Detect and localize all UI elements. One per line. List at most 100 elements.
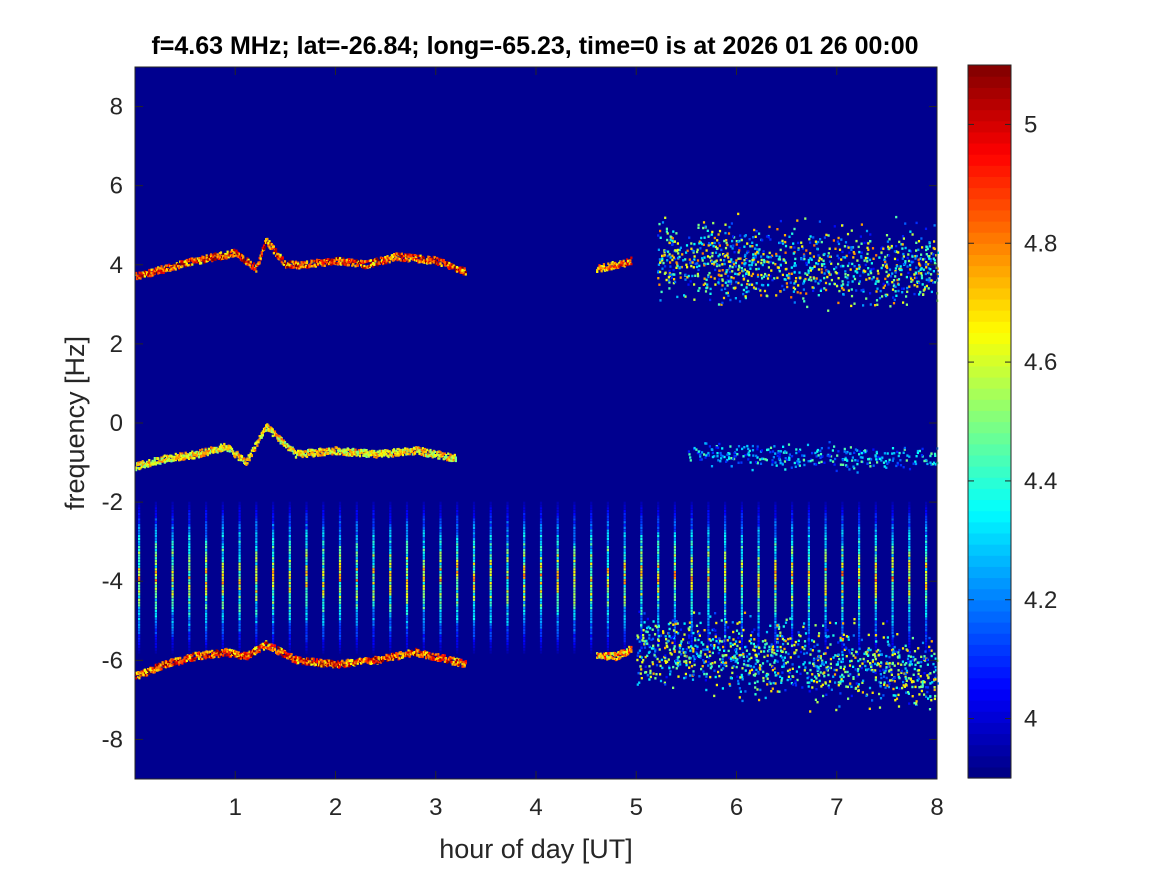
heatmap-cell	[707, 275, 710, 279]
heatmap-cell	[740, 543, 743, 546]
heatmap-cell	[824, 623, 827, 626]
heatmap-cell	[691, 624, 694, 627]
heatmap-cell	[456, 515, 459, 518]
heatmap-cell	[888, 670, 891, 673]
heatmap-cell	[456, 601, 459, 604]
heatmap-cell	[908, 501, 911, 505]
heatmap-cell	[338, 551, 342, 554]
heatmap-cell	[556, 510, 559, 513]
heatmap-cell	[439, 518, 442, 521]
heatmap-cell	[784, 240, 787, 244]
heatmap-cell	[590, 557, 593, 560]
heatmap-cell	[717, 646, 720, 649]
heatmap-cell	[523, 523, 526, 527]
heatmap-cell	[891, 501, 894, 505]
heatmap-cell	[784, 244, 788, 248]
heatmap-cell	[657, 568, 660, 571]
heatmap-cell	[723, 262, 726, 266]
heatmap-cell	[832, 239, 835, 242]
heatmap-cell	[405, 618, 409, 621]
heatmap-cell	[154, 615, 157, 618]
heatmap-cell	[523, 601, 526, 604]
heatmap-cell	[221, 523, 224, 527]
heatmap-cell	[791, 501, 794, 505]
heatmap-cell	[721, 284, 724, 287]
heatmap-cell	[322, 512, 325, 516]
heatmap-cell	[767, 266, 770, 269]
heatmap-cell	[933, 461, 936, 464]
heatmap-cell	[757, 582, 760, 585]
heatmap-cell	[355, 629, 358, 632]
heatmap-cell	[724, 231, 727, 235]
heatmap-cell	[690, 537, 693, 541]
heatmap-cell	[905, 295, 908, 298]
heatmap-cell	[188, 551, 191, 554]
heatmap-cell	[874, 604, 877, 607]
heatmap-cell	[456, 604, 459, 607]
heatmap-cell	[774, 512, 777, 516]
heatmap-cell	[927, 271, 930, 275]
heatmap-cell	[923, 693, 926, 696]
heatmap-cell	[288, 645, 291, 649]
heatmap-cell	[788, 274, 791, 277]
heatmap-cell	[815, 277, 818, 280]
heatmap-cell	[672, 665, 675, 669]
heatmap-cell	[188, 570, 191, 574]
heatmap-cell	[722, 645, 725, 649]
heatmap-cell	[891, 573, 894, 577]
heatmap-cell	[205, 573, 208, 577]
heatmap-cell	[858, 546, 861, 549]
heatmap-cell	[138, 645, 141, 649]
heatmap-cell	[772, 261, 775, 265]
heatmap-cell	[773, 667, 776, 670]
heatmap-cell	[810, 258, 813, 261]
heatmap-cell	[891, 507, 894, 510]
heatmap-cell	[556, 629, 559, 632]
heatmap-cell	[807, 609, 810, 613]
heatmap-cell	[821, 659, 824, 662]
heatmap-cell	[305, 570, 308, 574]
heatmap-cell	[791, 615, 794, 618]
heatmap-cell	[837, 661, 840, 664]
heatmap-cell	[439, 551, 442, 554]
heatmap-cell	[891, 612, 894, 615]
heatmap-cell	[724, 604, 727, 607]
heatmap-cell	[803, 279, 806, 282]
heatmap-cell	[372, 562, 375, 565]
heatmap-cell	[489, 510, 492, 513]
heatmap-cell	[138, 640, 141, 643]
heatmap-cell	[934, 666, 937, 669]
heatmap-cell	[783, 656, 786, 659]
heatmap-cell	[833, 673, 837, 676]
heatmap-cell	[740, 532, 743, 535]
heatmap-cell	[606, 631, 609, 635]
heatmap-cell	[777, 258, 780, 261]
heatmap-cell	[623, 629, 626, 632]
heatmap-cell	[154, 537, 157, 541]
heatmap-cell	[322, 579, 325, 582]
heatmap-cell	[734, 272, 737, 275]
heatmap-cell	[816, 668, 819, 671]
heatmap-cell	[866, 650, 869, 653]
heatmap-cell	[523, 534, 526, 538]
heatmap-cell	[808, 238, 811, 241]
heatmap-cell	[925, 631, 928, 635]
heatmap-cell	[858, 534, 861, 538]
heatmap-cell	[640, 510, 643, 513]
heatmap-cell	[711, 651, 714, 655]
heatmap-cell	[272, 521, 275, 524]
heatmap-cell	[606, 501, 609, 505]
heatmap-cell	[772, 456, 775, 459]
heatmap-cell	[907, 677, 910, 680]
heatmap-cell	[539, 606, 543, 610]
heatmap-cell	[657, 570, 660, 574]
heatmap-cell	[623, 598, 626, 601]
heatmap-cell	[489, 595, 492, 599]
heatmap-cell	[791, 584, 794, 588]
heatmap-cell	[721, 447, 724, 450]
heatmap-cell	[891, 626, 894, 629]
heatmap-cell	[841, 653, 844, 657]
heatmap-cell	[456, 521, 459, 524]
heatmap-cell	[891, 618, 894, 621]
heatmap-cell	[811, 649, 814, 652]
